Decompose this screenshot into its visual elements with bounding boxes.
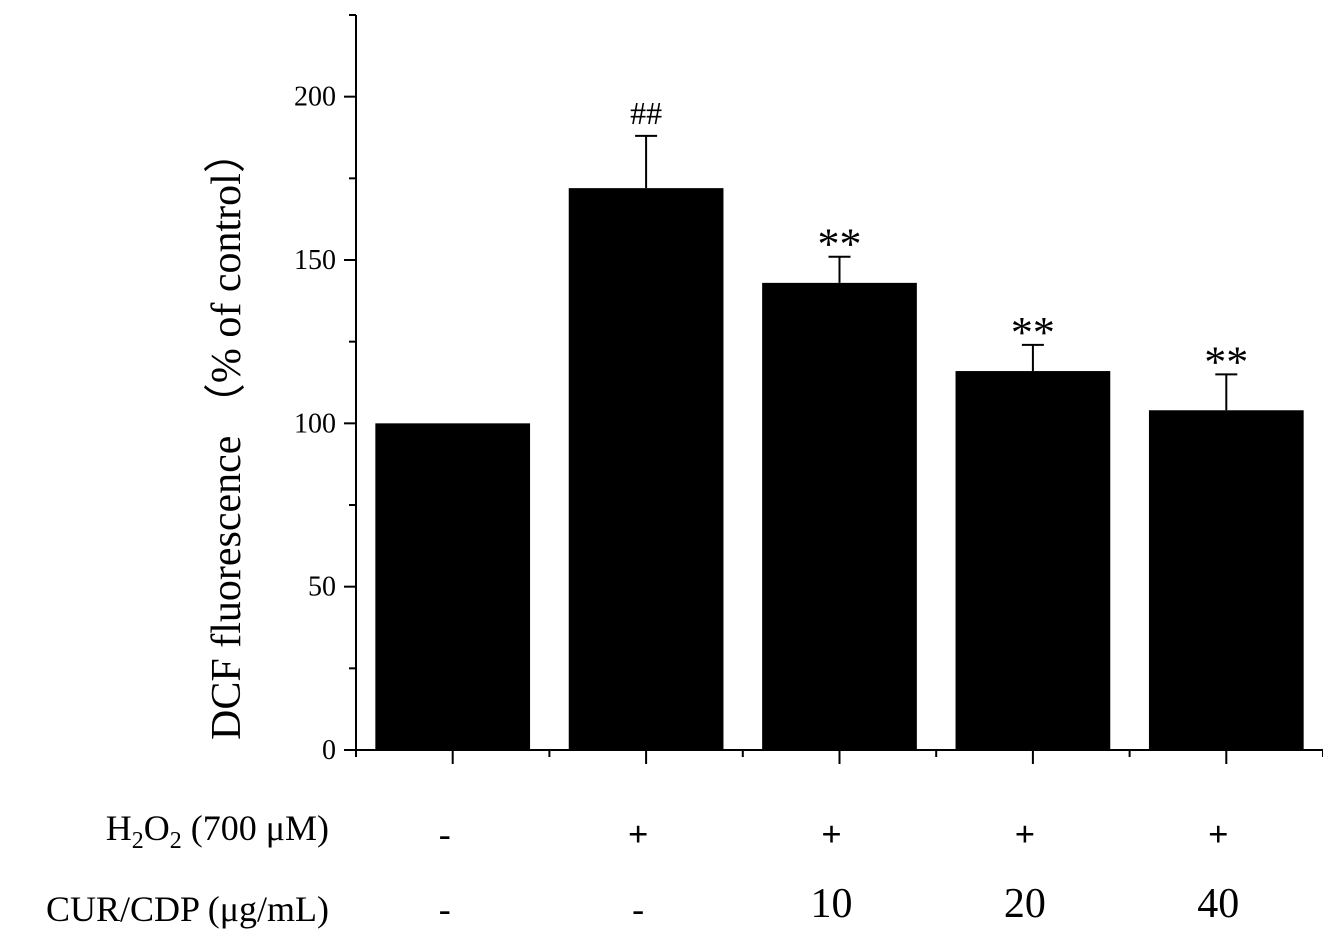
significance-label: ** — [1204, 337, 1248, 386]
significance-label: ** — [1011, 308, 1055, 357]
significance-label: ** — [818, 220, 862, 269]
treatment-table: H2O2 (700 μM) CUR/CDP (μg/mL) - + + + + - - 10 2… — [46, 808, 1239, 929]
error-bars — [635, 134, 1238, 411]
treatment-value: + — [628, 814, 649, 854]
y-tick-label: 0 — [322, 735, 336, 766]
bar — [955, 371, 1111, 750]
y-ticks: 0 50 100 150 200 — [294, 14, 356, 766]
treatment-value: - — [439, 889, 451, 929]
treatment-value: - — [632, 889, 644, 929]
treatment-value: - — [439, 814, 451, 854]
y-tick-label: 200 — [294, 82, 336, 113]
y-axis-label: DCF fluorescence （% of control） — [204, 131, 250, 740]
significance-label: ## — [630, 95, 662, 131]
bars — [375, 188, 1304, 751]
bar — [375, 423, 531, 750]
y-axis-label-group: DCF fluorescence （% of control） — [204, 131, 250, 740]
bar — [568, 188, 724, 751]
y-tick-label: 50 — [308, 572, 336, 603]
treatment-value: + — [821, 814, 842, 854]
significance-labels: ## ** ** ** — [630, 95, 1248, 386]
treatment-value: 20 — [1004, 881, 1046, 927]
cur-cdp-row-label: CUR/CDP (μg/mL) — [46, 889, 329, 929]
treatment-value: 40 — [1197, 881, 1239, 927]
bar — [762, 282, 917, 750]
treatment-value: + — [1015, 814, 1036, 854]
treatment-value: 10 — [811, 881, 853, 927]
h2o2-row-label: H2O2 (700 μM) — [106, 808, 329, 854]
y-tick-label: 100 — [294, 408, 336, 439]
bar — [1148, 410, 1304, 750]
y-tick-label: 150 — [294, 245, 336, 276]
treatment-value: + — [1208, 814, 1229, 854]
